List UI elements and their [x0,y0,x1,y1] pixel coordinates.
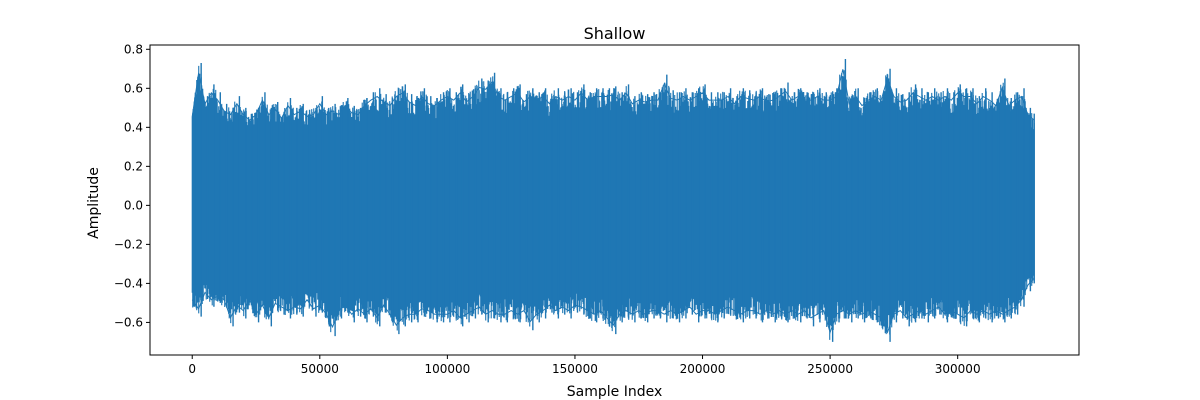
y-tick-label: 0.8 [124,42,143,56]
series-upper-trace [191,69,1035,121]
x-tick-label: 200000 [680,362,726,376]
y-tick-label: 0.4 [124,120,143,134]
y-axis: −0.6 −0.4 −0.2 0.0 0.2 0.4 0.6 0.8 [114,42,150,329]
y-tick-label: −0.6 [114,315,143,329]
x-axis-label: Sample Index [567,384,662,400]
y-tick-label: 0.2 [124,159,143,173]
x-tick-label: 150000 [552,362,598,376]
y-axis-label: Amplitude [86,167,102,239]
x-tick-label: 250000 [807,362,853,376]
x-tick-label: 100000 [424,362,470,376]
x-tick-label: 0 [188,362,196,376]
x-axis: 0 50000 100000 150000 200000 250000 300000 [188,355,981,376]
y-tick-label: 0.0 [124,198,143,212]
x-tick-label: 300000 [935,362,981,376]
y-tick-label: −0.4 [114,276,143,290]
series-lower-trace [191,277,1035,335]
axes-frame [149,44,1080,356]
chart-title: Shallow [584,24,646,43]
y-tick-label: 0.6 [124,81,143,95]
plot-frame [149,44,1080,356]
x-tick-label: 50000 [301,362,339,376]
series-layer [191,59,1035,342]
y-tick-label: −0.2 [114,237,143,251]
